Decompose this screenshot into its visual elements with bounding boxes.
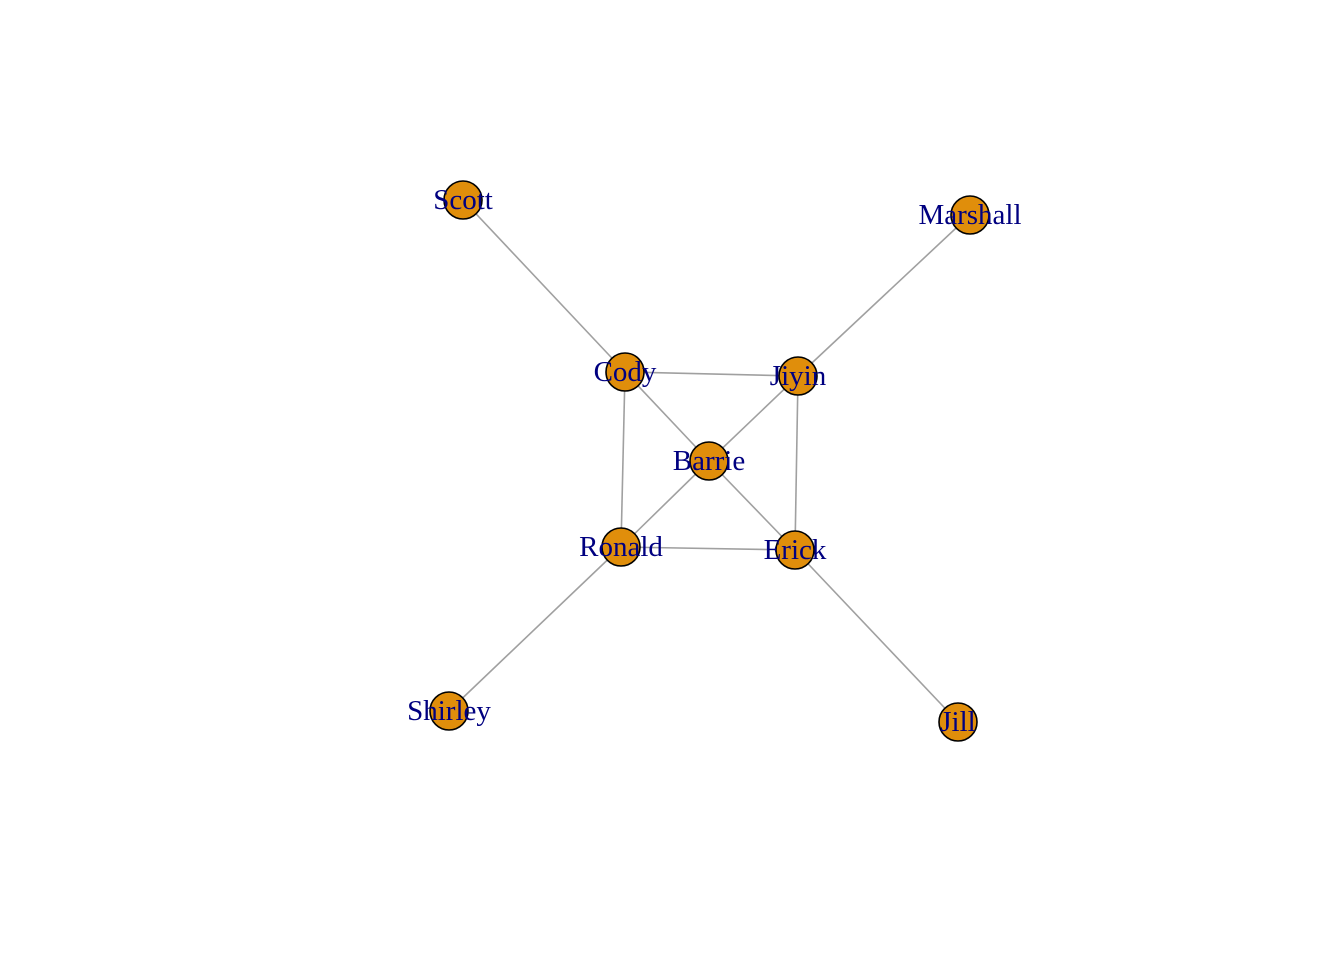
node-label-erick: Erick [764,534,827,566]
edge-cody-barrie [624,371,710,462]
edge-barrie-ronald [620,460,710,548]
node-label-shirley: Shirley [407,695,491,727]
labels-layer: Scott Marshall Cody Jiyin Barrie Ronald Erick S… [407,184,1021,738]
node-cody [605,352,645,392]
node-label-barrie: Barrie [673,445,745,477]
node-label-cody: Cody [594,356,657,388]
edge-jiyin-erick [794,375,799,551]
node-erick [775,530,815,570]
edge-marshall-jiyin [797,214,971,377]
nodes-layer [429,180,990,742]
node-ronald [601,527,641,567]
node-label-jill: Jill [940,706,975,738]
node-jiyin [778,356,818,396]
edge-scott-cody [462,199,626,373]
edge-jiyin-barrie [708,375,799,462]
node-barrie [689,441,729,481]
node-jill [938,702,978,742]
node-label-marshall: Marshall [918,199,1021,231]
node-shirley [429,691,469,731]
edge-ronald-erick [620,546,796,551]
edge-cody-ronald [620,371,626,548]
edges-layer [448,199,971,723]
edge-barrie-erick [708,460,796,551]
node-marshall [950,195,990,235]
node-label-ronald: Ronald [579,531,663,563]
edge-cody-jiyin [624,371,799,377]
edge-ronald-shirley [448,546,622,712]
node-scott [443,180,483,220]
node-label-scott: Scott [433,184,493,216]
node-label-jiyin: Jiyin [770,360,827,392]
edge-erick-jill [794,549,959,723]
